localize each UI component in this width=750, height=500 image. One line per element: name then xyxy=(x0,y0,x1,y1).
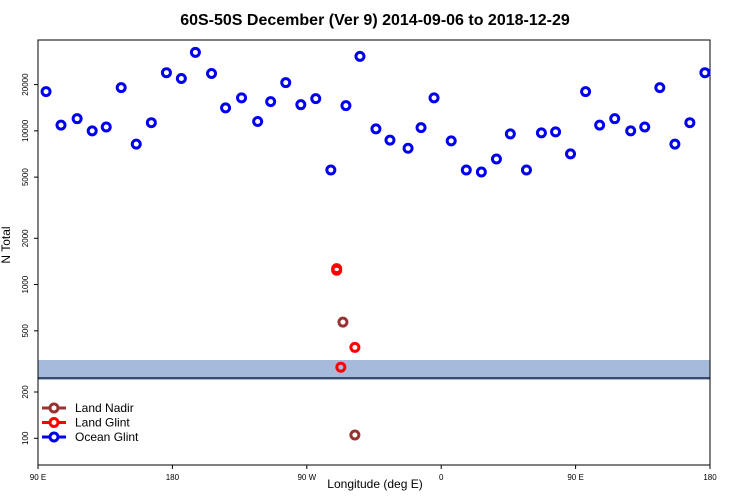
point xyxy=(535,127,547,139)
x-tick-label: 180 xyxy=(703,473,717,482)
point xyxy=(654,82,666,94)
point xyxy=(625,125,637,137)
point xyxy=(609,113,621,125)
point xyxy=(490,153,502,165)
point xyxy=(40,86,52,98)
legend-label: Land Nadir xyxy=(75,401,134,415)
point xyxy=(384,134,396,146)
point xyxy=(520,164,532,176)
selection-band xyxy=(38,360,710,380)
legend-label: Land Glint xyxy=(75,416,130,430)
point xyxy=(331,264,343,276)
point xyxy=(639,121,651,133)
point xyxy=(175,73,187,85)
point xyxy=(310,93,322,105)
point xyxy=(55,119,67,131)
point xyxy=(337,316,349,328)
point xyxy=(349,341,361,353)
x-tick-label: 90 W xyxy=(297,473,316,482)
point xyxy=(445,135,457,147)
point xyxy=(86,125,98,137)
point xyxy=(325,164,337,176)
point xyxy=(354,50,366,62)
legend-marker xyxy=(48,402,60,414)
legend-marker xyxy=(48,431,60,443)
legend-marker xyxy=(48,417,60,428)
point xyxy=(335,361,347,373)
y-tick-label: 200 xyxy=(21,385,30,399)
point xyxy=(115,82,127,94)
point xyxy=(236,92,248,104)
point xyxy=(402,142,414,154)
point xyxy=(370,123,382,135)
point xyxy=(460,164,472,176)
x-axis-title: Longitude (deg E) xyxy=(327,477,422,491)
point xyxy=(100,121,112,133)
point xyxy=(550,126,562,138)
y-axis-title: N Total xyxy=(0,226,13,263)
point xyxy=(415,122,427,134)
point xyxy=(669,138,681,150)
plot-frame xyxy=(37,39,711,466)
y-tick-label: 1000 xyxy=(21,275,30,293)
point xyxy=(475,166,487,178)
y-tick-label: 5000 xyxy=(21,168,30,186)
legend-label: Ocean Glint xyxy=(75,430,139,444)
point xyxy=(130,138,142,150)
x-tick-label: 90 E xyxy=(567,473,583,482)
point xyxy=(504,128,516,140)
y-tick-label: 10000 xyxy=(21,119,30,142)
point xyxy=(349,429,361,441)
point xyxy=(160,67,172,79)
point xyxy=(252,116,264,128)
point xyxy=(565,148,577,160)
y-tick-label: 20000 xyxy=(21,73,30,96)
point xyxy=(699,67,711,79)
point xyxy=(189,46,201,58)
point xyxy=(265,96,277,108)
point xyxy=(594,119,606,131)
point xyxy=(340,100,352,112)
point xyxy=(145,117,157,129)
y-tick-label: 500 xyxy=(21,324,30,338)
point xyxy=(428,92,440,104)
point xyxy=(684,117,696,129)
x-tick-label: 90 E xyxy=(30,473,46,482)
x-tick-label: 180 xyxy=(166,473,180,482)
point xyxy=(580,86,592,98)
y-tick-label: 100 xyxy=(21,431,30,445)
point xyxy=(280,77,292,89)
chart-title: 60S-50S December (Ver 9) 2014-09-06 to 2… xyxy=(180,12,570,29)
point xyxy=(295,99,307,111)
point xyxy=(220,102,232,114)
point xyxy=(71,113,83,125)
point xyxy=(206,68,218,80)
x-tick-label: 0 xyxy=(439,473,444,482)
y-tick-label: 2000 xyxy=(21,229,30,247)
